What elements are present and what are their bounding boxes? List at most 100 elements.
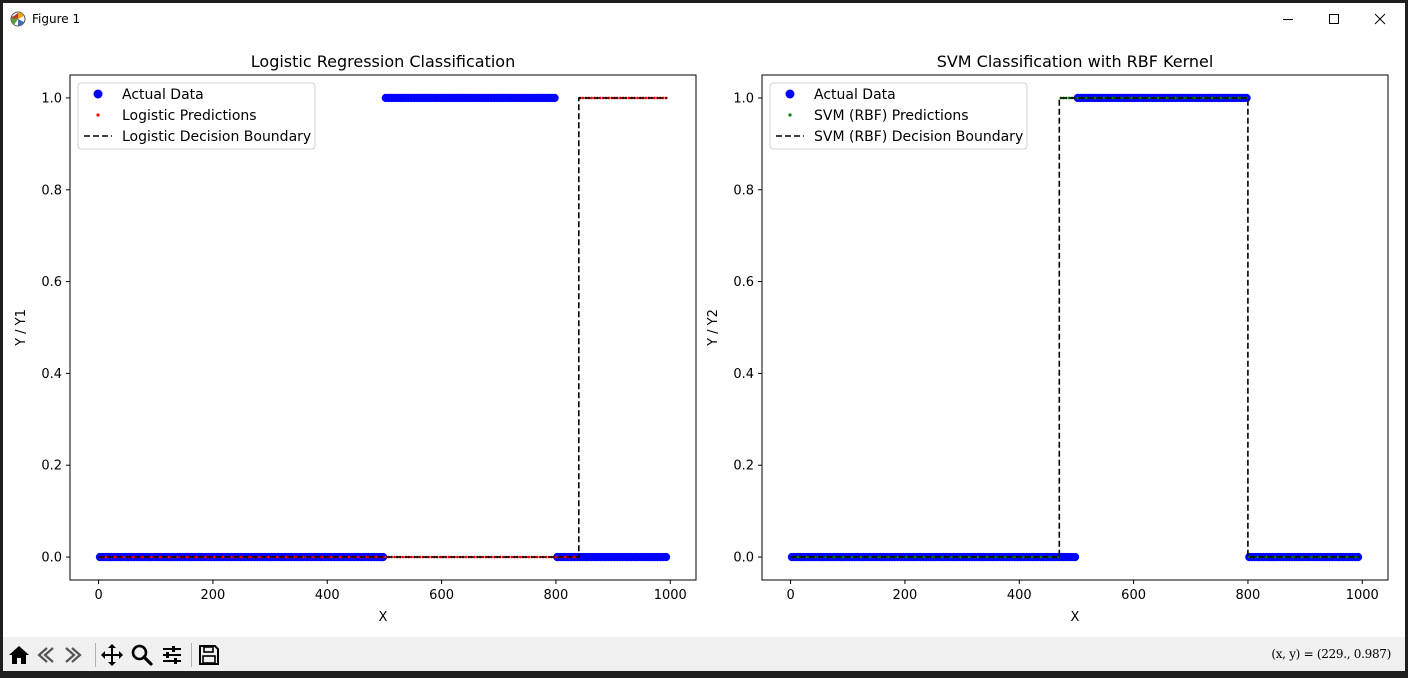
forward-icon <box>65 647 82 663</box>
figure-canvas[interactable]: Logistic Regression Classification 0 200 40… <box>3 35 1405 637</box>
prediction-point <box>230 555 233 559</box>
navigation-toolbar: (x, y) = (229., 0.987) <box>3 637 1405 671</box>
plot-area[interactable] <box>70 75 696 580</box>
x-tick-label: 800 <box>1236 588 1261 603</box>
maximize-button[interactable] <box>1311 3 1357 35</box>
decision-boundary-line <box>790 97 1360 558</box>
prediction-point <box>896 555 900 559</box>
prediction-point <box>581 96 585 100</box>
actual-data-point <box>1070 552 1080 562</box>
prediction-point <box>1282 555 1285 559</box>
series-logistic-decision-boundary <box>98 97 668 558</box>
legend: Actual Data SVM (RBF) Predictions SVM (RBF… <box>769 82 1028 150</box>
toolbar-separator <box>95 643 96 667</box>
prediction-point <box>913 555 917 559</box>
prediction-point <box>536 555 539 559</box>
plot-area[interactable] <box>762 75 1388 580</box>
close-button[interactable] <box>1357 3 1403 35</box>
pan-icon <box>101 644 123 666</box>
configure-subplots-button[interactable] <box>160 643 184 667</box>
prediction-point <box>456 555 459 559</box>
prediction-point <box>338 555 342 559</box>
legend-label: Actual Data <box>814 87 896 103</box>
prediction-point <box>1165 96 1168 100</box>
prediction-point <box>627 96 631 100</box>
legend: Actual Data Logistic Predictions Logistic … <box>77 82 316 150</box>
window-title: Figure 1 <box>32 12 81 26</box>
figure-svg[interactable]: Logistic Regression Classification 0 200 40… <box>3 35 1405 637</box>
prediction-point <box>636 96 639 100</box>
save-icon <box>199 645 219 665</box>
prediction-point <box>1148 96 1151 100</box>
prediction-point <box>384 555 388 559</box>
x-tick-label: 400 <box>1007 588 1032 603</box>
prediction-point <box>1030 555 1034 559</box>
axes-frame <box>761 74 1389 581</box>
legend-marker <box>785 89 795 99</box>
configure-subplots-icon <box>163 646 181 664</box>
prediction-point <box>204 555 208 559</box>
zoom-button[interactable] <box>130 643 154 667</box>
prediction-point <box>518 555 522 559</box>
prediction-point <box>644 96 648 100</box>
prediction-point <box>447 555 451 559</box>
prediction-point <box>859 555 862 559</box>
prediction-point <box>1345 555 1348 559</box>
minimize-button[interactable] <box>1265 3 1311 35</box>
axes-logistic[interactable]: Logistic Regression Classification 0 200 40… <box>14 52 697 625</box>
title-bar[interactable]: Figure 1 <box>3 3 1405 35</box>
x-tick-label: 0 <box>786 588 794 603</box>
prediction-point <box>985 555 988 559</box>
prediction-point <box>113 555 116 559</box>
pan-button[interactable] <box>100 643 124 667</box>
maximize-icon <box>1329 14 1339 24</box>
decision-boundary-line <box>98 97 668 558</box>
y-tick-label: 1.0 <box>41 91 62 106</box>
minimize-icon <box>1283 19 1293 20</box>
prediction-point <box>922 555 925 559</box>
prediction-point <box>221 555 225 559</box>
y-axis-label: Y / Y2 <box>706 309 721 347</box>
prediction-point <box>1039 555 1042 559</box>
y-tick-label: 0.2 <box>41 459 62 474</box>
y-axis-label: Y / Y1 <box>14 309 29 347</box>
prediction-point <box>959 555 962 559</box>
y-tick-label: 0.0 <box>733 551 754 566</box>
prediction-point <box>976 555 980 559</box>
y-tick-label: 0.8 <box>41 183 62 198</box>
y-tick-label: 0.6 <box>733 275 754 290</box>
x-tick-label: 1000 <box>1346 588 1379 603</box>
prediction-point <box>1102 96 1105 100</box>
chart-title: Logistic Regression Classification <box>251 52 515 71</box>
prediction-point <box>410 555 413 559</box>
axes-svm[interactable]: SVM Classification with RBF Kernel 0 200 40… <box>706 52 1389 625</box>
prediction-point <box>590 96 593 100</box>
prediction-point <box>1085 96 1088 100</box>
prediction-point <box>1265 555 1268 559</box>
x-tick-label: 600 <box>429 588 454 603</box>
home-button[interactable] <box>7 643 31 667</box>
forward-button[interactable] <box>61 643 85 667</box>
y-tick-label: 0.2 <box>733 459 754 474</box>
prediction-point <box>573 555 576 559</box>
x-tick-label: 200 <box>893 588 918 603</box>
prediction-point <box>347 555 350 559</box>
prediction-point <box>167 555 170 559</box>
save-button[interactable] <box>197 643 221 667</box>
back-button[interactable] <box>34 643 58 667</box>
legend-label: Actual Data <box>122 87 204 103</box>
x-tick-label: 800 <box>544 588 569 603</box>
prediction-point <box>796 555 800 559</box>
legend-marker <box>93 89 103 99</box>
prediction-point <box>1328 555 1331 559</box>
y-tick-label: 0.4 <box>733 367 754 382</box>
prediction-point <box>842 555 845 559</box>
cursor-coordinates: (x, y) = (229., 0.987) <box>1271 647 1391 661</box>
prediction-point <box>967 555 971 559</box>
prediction-point <box>473 555 476 559</box>
actual-data-point <box>661 552 671 562</box>
prediction-point <box>267 555 270 559</box>
legend-marker <box>788 113 792 117</box>
legend-box <box>77 82 316 150</box>
legend-marker <box>96 113 100 117</box>
